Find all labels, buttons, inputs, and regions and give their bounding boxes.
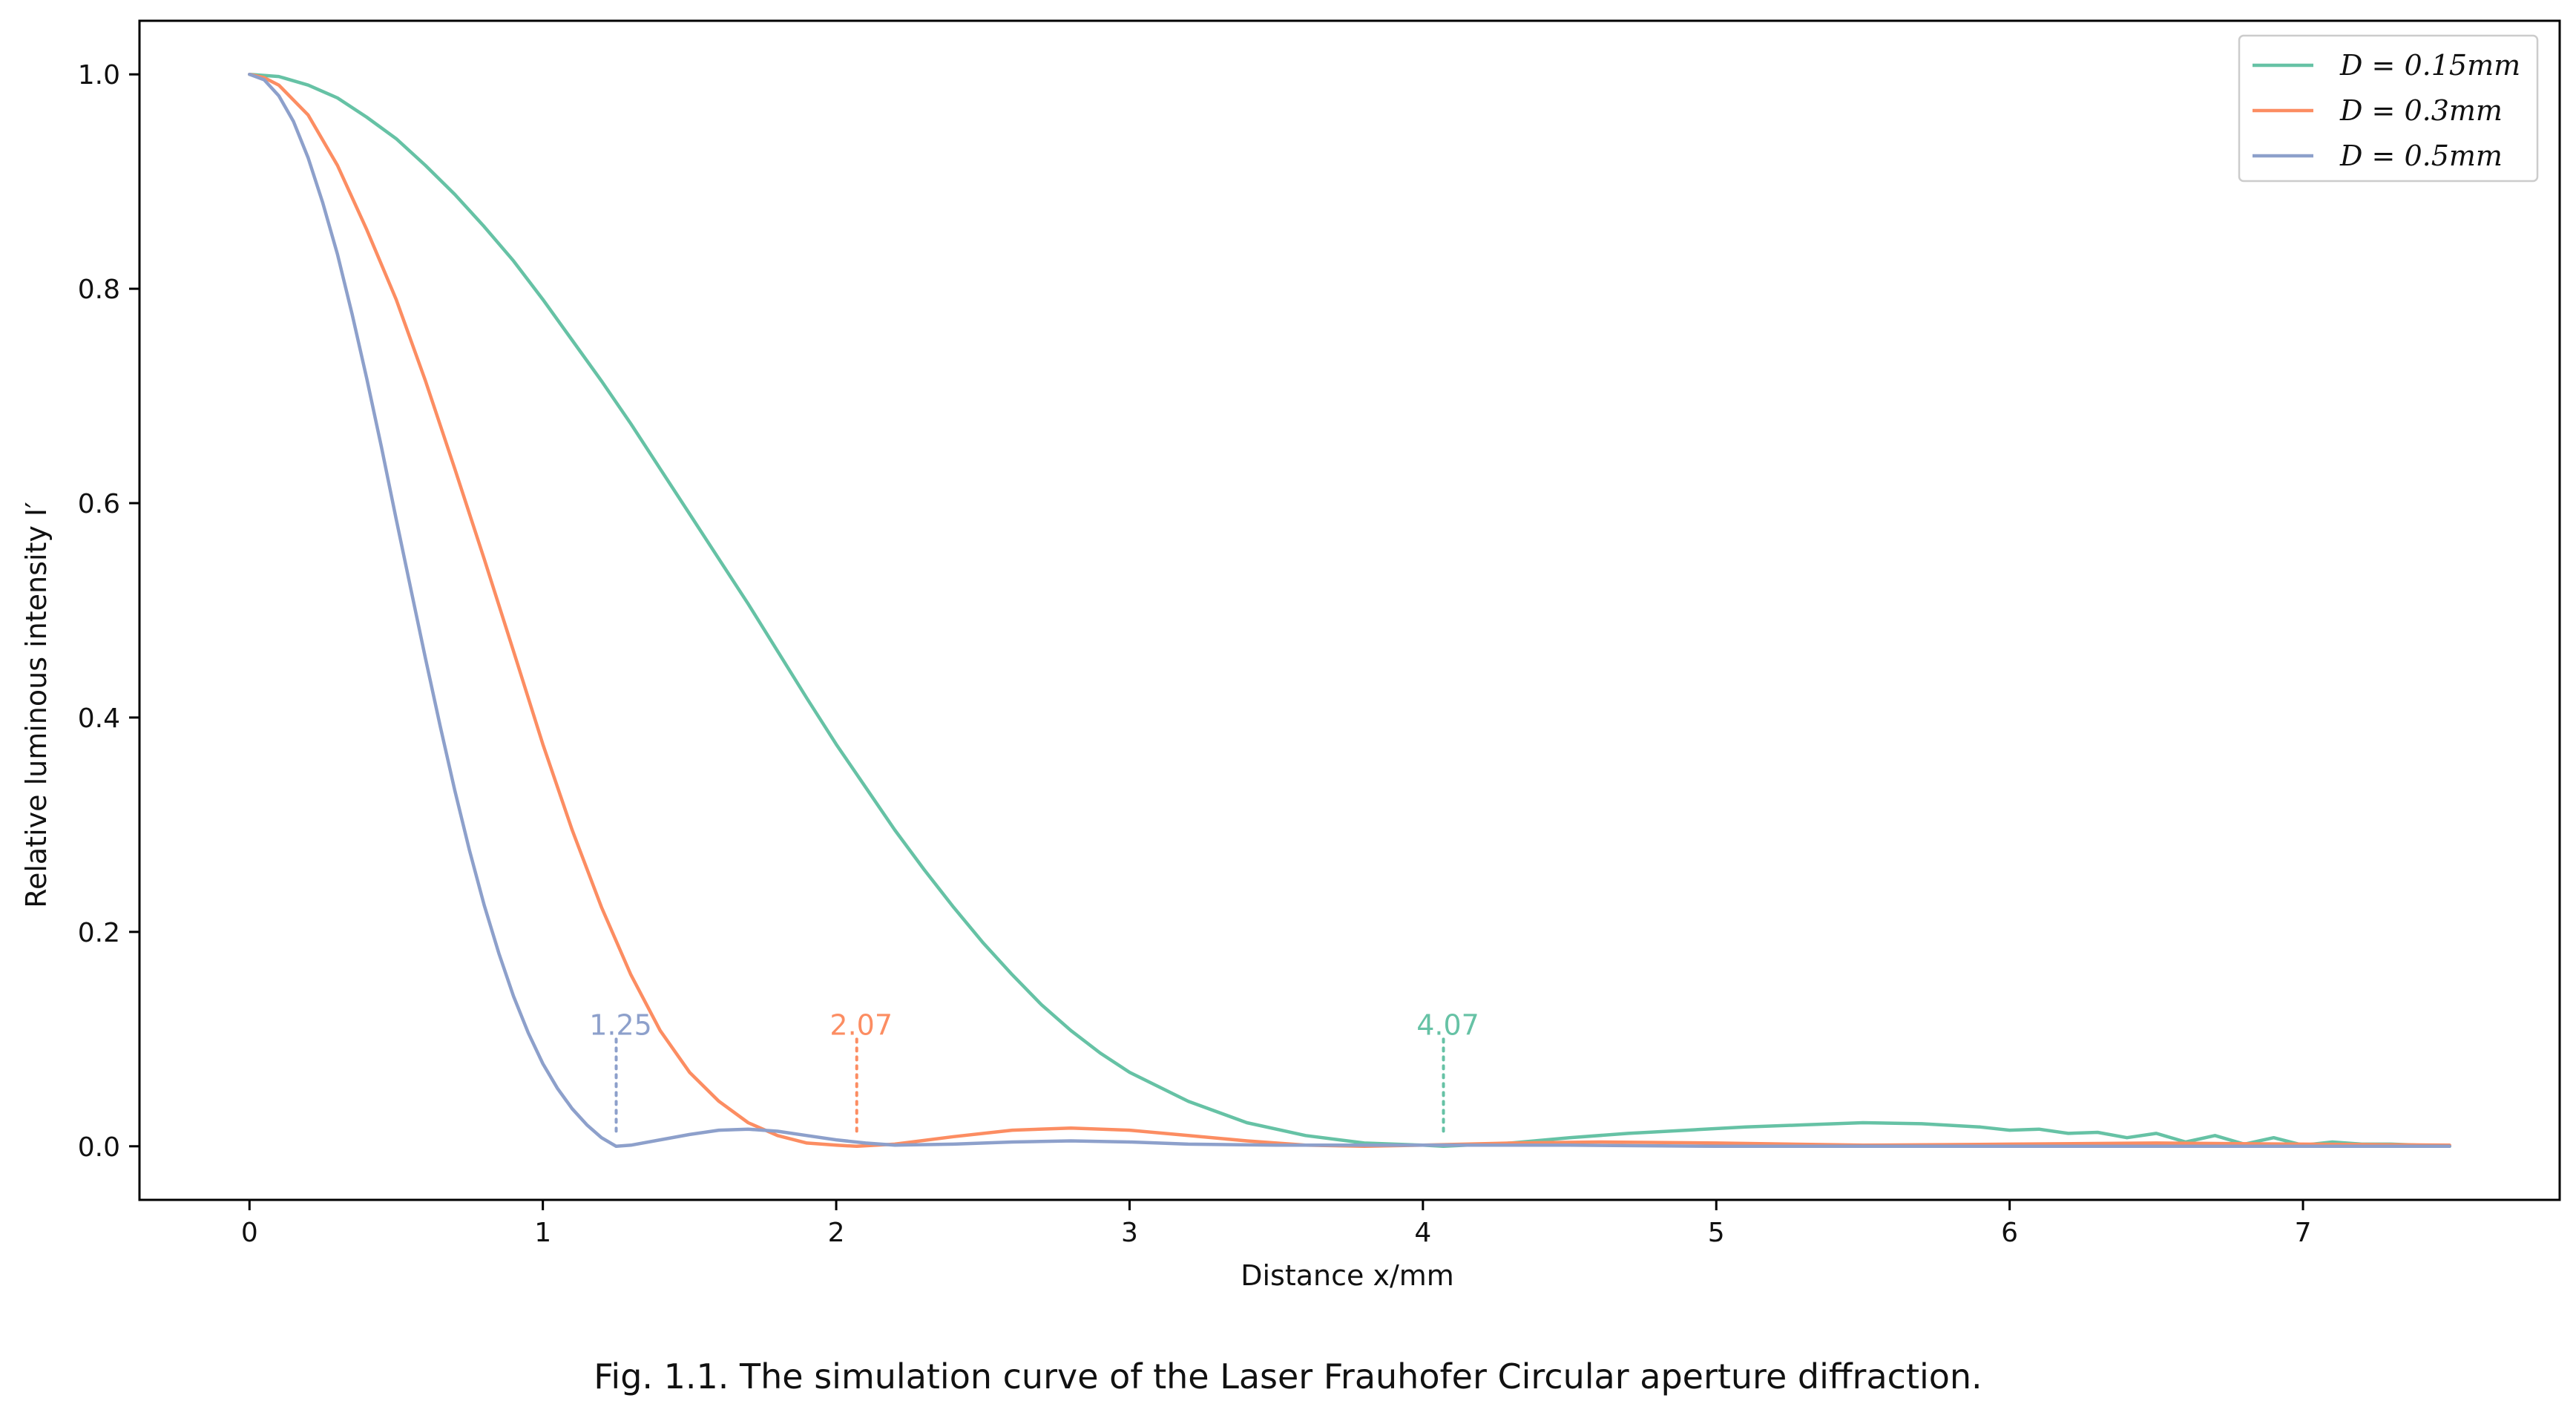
x-tick-label: 1: [534, 1218, 551, 1248]
y-axis-label: Relative luminous intensity I′: [20, 502, 53, 908]
plot-frame: [138, 19, 2561, 1201]
annotation-label: 4.07: [1416, 1008, 1479, 1041]
legend-label: D = 0.5mm: [2339, 140, 2503, 172]
x-tick-label: 6: [2001, 1218, 2018, 1248]
annotation-label: 1.25: [589, 1008, 652, 1041]
y-tick-label: 0.2: [78, 918, 120, 948]
y-tick-label: 0.6: [78, 489, 120, 519]
series-layer: [248, 72, 2451, 1149]
y-tick-label: 1.0: [78, 60, 120, 91]
legend-label: D = 0.3mm: [2339, 94, 2503, 127]
figure-caption: Fig. 1.1. The simulation curve of the La…: [594, 1356, 1982, 1397]
series-line-3: [248, 72, 2451, 1149]
series-line-1: [248, 72, 2451, 1149]
legend-label: D = 0.15mm: [2339, 49, 2520, 82]
annotation-layer: 1.25 2.07 4.07: [589, 1008, 1479, 1138]
y-axis-ticks: 0.0 0.2 0.4 0.6 0.8 1.0: [78, 60, 139, 1163]
x-axis-ticks: 0 1 2 3 4 5 6 7: [241, 1200, 2312, 1248]
x-axis-label: Distance x/mm: [1241, 1259, 1454, 1292]
legend-box: [2238, 34, 2539, 183]
series-line-2: [248, 72, 2451, 1149]
x-tick-label: 4: [1414, 1218, 1431, 1248]
x-tick-label: 7: [2295, 1218, 2312, 1248]
x-tick-label: 0: [241, 1218, 258, 1248]
x-tick-label: 5: [1708, 1218, 1725, 1248]
y-tick-label: 0.8: [78, 275, 120, 305]
legend: D = 0.15mm D = 0.3mm D = 0.5mm: [2238, 34, 2539, 183]
y-tick-label: 0.0: [78, 1132, 120, 1163]
x-tick-label: 2: [828, 1218, 845, 1248]
y-tick-label: 0.4: [78, 703, 120, 734]
plot-area: [138, 19, 2561, 1201]
x-tick-label: 3: [1121, 1218, 1138, 1248]
annotation-label: 2.07: [829, 1008, 893, 1041]
